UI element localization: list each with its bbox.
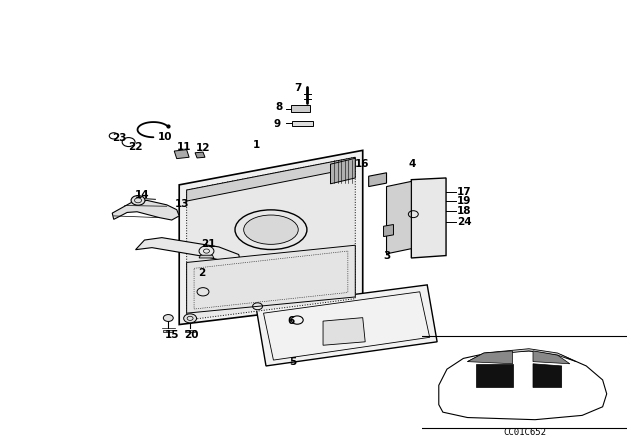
Text: 13: 13 [175, 199, 189, 209]
Text: 20: 20 [184, 330, 199, 340]
Text: 6: 6 [287, 316, 294, 326]
Text: 23: 23 [113, 133, 127, 143]
Polygon shape [467, 349, 576, 362]
Polygon shape [323, 318, 365, 345]
Text: 9: 9 [274, 120, 281, 129]
Polygon shape [185, 330, 195, 332]
Text: CC01C652: CC01C652 [503, 428, 547, 437]
Polygon shape [187, 157, 355, 320]
Ellipse shape [244, 215, 298, 244]
Text: 11: 11 [177, 142, 191, 152]
Polygon shape [387, 181, 412, 254]
Text: 8: 8 [275, 102, 282, 112]
Text: 22: 22 [128, 142, 143, 152]
Polygon shape [533, 351, 570, 364]
Polygon shape [187, 245, 355, 313]
Polygon shape [199, 255, 214, 258]
Polygon shape [383, 224, 394, 237]
Circle shape [131, 195, 145, 205]
Text: 3: 3 [383, 250, 390, 261]
Bar [292, 121, 313, 126]
Polygon shape [533, 364, 562, 388]
Polygon shape [476, 364, 513, 388]
Polygon shape [174, 150, 189, 159]
Text: 7: 7 [294, 83, 302, 93]
Circle shape [163, 314, 173, 322]
Text: 18: 18 [457, 207, 472, 216]
Circle shape [199, 246, 214, 256]
Text: 10: 10 [158, 132, 173, 142]
Text: 2: 2 [198, 268, 205, 278]
Polygon shape [369, 173, 387, 186]
Polygon shape [412, 178, 446, 258]
Polygon shape [163, 331, 173, 332]
Polygon shape [112, 200, 179, 220]
Text: 15: 15 [164, 330, 179, 340]
Polygon shape [195, 152, 205, 158]
Polygon shape [256, 285, 437, 366]
Polygon shape [136, 237, 240, 263]
Text: 12: 12 [196, 142, 211, 153]
Bar [291, 105, 310, 112]
Text: 24: 24 [457, 217, 472, 227]
Polygon shape [179, 151, 363, 324]
Polygon shape [330, 158, 355, 184]
Text: 1: 1 [252, 140, 260, 150]
Text: 5: 5 [290, 358, 297, 367]
Polygon shape [467, 351, 513, 364]
Polygon shape [187, 157, 355, 201]
Text: 21: 21 [201, 239, 215, 249]
Text: 16: 16 [355, 159, 369, 169]
Text: 19: 19 [457, 196, 471, 207]
Text: 14: 14 [135, 190, 150, 200]
Text: 4: 4 [408, 159, 416, 169]
Circle shape [184, 314, 196, 323]
Text: 17: 17 [457, 187, 472, 197]
